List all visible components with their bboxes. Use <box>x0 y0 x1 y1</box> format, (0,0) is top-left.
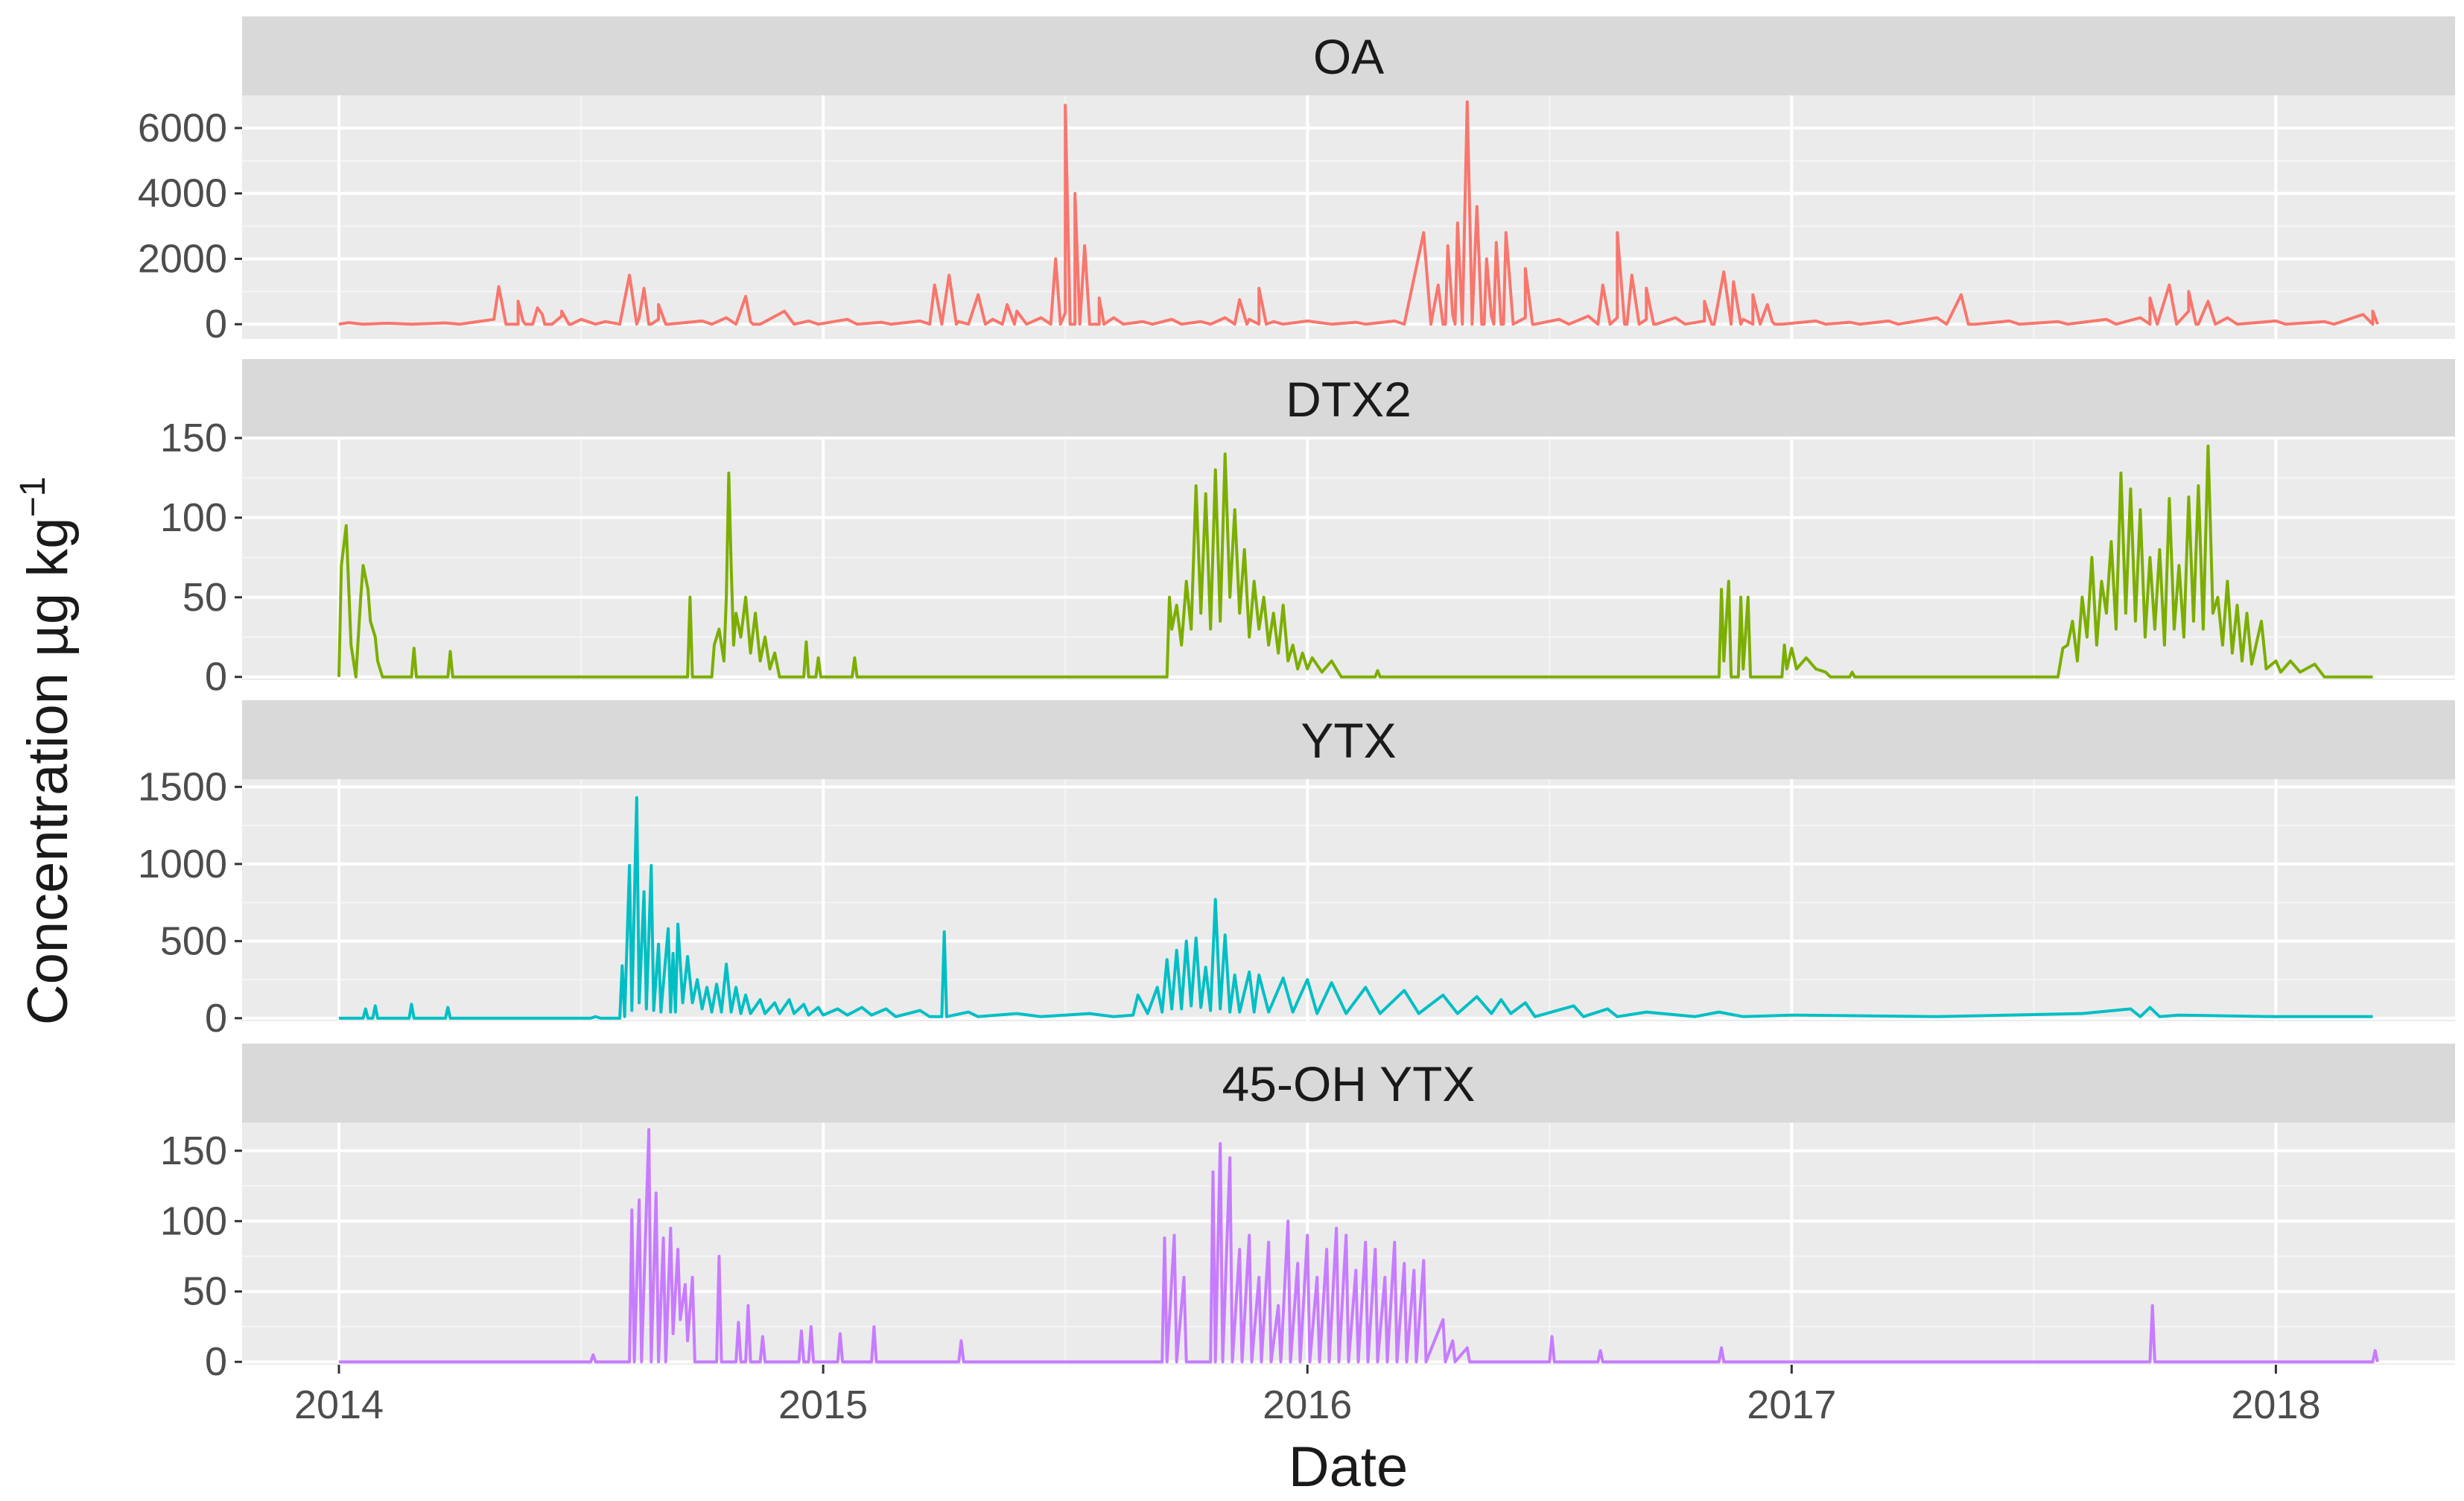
x-tick-label: 2015 <box>778 1383 868 1427</box>
facet-strip <box>242 1044 2455 1123</box>
y-tick-label: 0 <box>205 302 227 346</box>
y-axis-label-group: Concentration µg kg−1 <box>13 477 80 1025</box>
y-tick-label: 0 <box>205 996 227 1041</box>
panel-ytx: YTX 0 500 1000 1500 <box>138 700 2455 1041</box>
panel-oa: OA 0 2000 4000 6000 <box>138 16 2455 346</box>
facet-strip-label: 45-OH YTX <box>1222 1056 1476 1111</box>
facet-strip <box>242 359 2455 438</box>
y-axis-label-superscript: −1 <box>13 477 53 518</box>
y-axis-label-text: Concentration µg kg <box>16 517 80 1025</box>
x-axis: 2014 2015 2016 2017 2018 <box>294 1365 2321 1427</box>
facet-strip-label: YTX <box>1301 713 1396 768</box>
y-tick-label: 0 <box>205 1339 227 1384</box>
y-tick-label: 150 <box>160 1129 227 1173</box>
y-tick-label: 1500 <box>138 764 227 809</box>
x-tick-label: 2018 <box>2231 1383 2320 1427</box>
y-axis-label: Concentration µg kg−1 <box>13 477 80 1025</box>
series-line-ytx <box>339 796 2373 1020</box>
facet-strip-label: OA <box>1313 29 1384 84</box>
x-tick-label: 2016 <box>1263 1383 1352 1427</box>
y-tick-label: 1000 <box>138 842 227 886</box>
y-tick-label: 500 <box>160 918 227 963</box>
x-tick-label: 2014 <box>294 1383 384 1427</box>
series-line-45-oh-ytx <box>339 1128 2379 1364</box>
panels-layer: OA0200040006000DTX2050100150YTX050010001… <box>138 16 2455 1384</box>
panel-dtx2: DTX2 0 50 100 150 <box>160 359 2455 699</box>
facet-strip <box>242 16 2455 95</box>
y-tick-label: 6000 <box>138 106 227 150</box>
y-tick-label: 50 <box>182 575 227 620</box>
panel-background <box>242 95 2455 339</box>
facet-strip-label: DTX2 <box>1286 372 1412 427</box>
y-tick-label: 2000 <box>138 236 227 281</box>
series-line-dtx2 <box>337 444 2373 679</box>
y-tick-label: 0 <box>205 655 227 699</box>
panel-45-oh-ytx: 45-OH YTX 0 50 100 150 <box>160 1044 2455 1384</box>
y-tick-label: 150 <box>160 416 227 460</box>
series-line-oa <box>338 100 2379 326</box>
y-tick-label: 4000 <box>138 171 227 216</box>
x-tick-label: 2017 <box>1747 1383 1836 1427</box>
y-tick-label: 100 <box>160 1199 227 1243</box>
panel-background <box>242 779 2455 1021</box>
facet-strip <box>242 700 2455 779</box>
y-tick-label: 50 <box>182 1269 227 1314</box>
y-tick-label: 100 <box>160 495 227 540</box>
x-axis-label: Date <box>1289 1435 1409 1497</box>
